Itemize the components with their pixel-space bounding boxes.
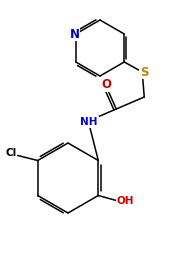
Text: S: S xyxy=(140,66,149,79)
Text: NH: NH xyxy=(81,117,98,127)
Text: OH: OH xyxy=(117,197,134,206)
Text: N: N xyxy=(70,28,80,40)
Text: Cl: Cl xyxy=(5,149,16,159)
Text: O: O xyxy=(101,79,111,91)
